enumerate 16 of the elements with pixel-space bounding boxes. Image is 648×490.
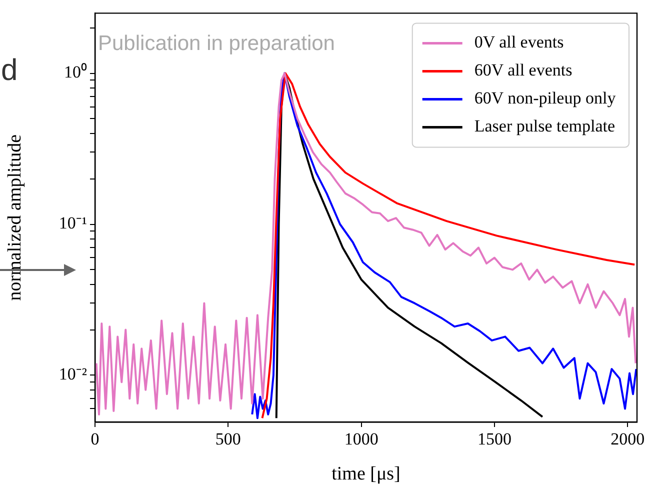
y-tick-label: 10⁻¹: [58, 214, 87, 233]
annotation: Publication in preparation: [98, 32, 335, 55]
legend-label: Laser pulse template: [474, 116, 616, 136]
legend-label: 60V all events: [474, 60, 572, 80]
y-tick-label: 10⁻²: [58, 364, 87, 384]
x-tick-label: 0: [90, 430, 100, 449]
x-tick-label: 2000: [610, 430, 645, 449]
y-axis-title: normalized amplitude: [4, 134, 26, 301]
x-tick-label: 1000: [344, 430, 378, 449]
x-tick-label: 500: [215, 430, 241, 449]
legend-label: 60V non-pileup only: [474, 88, 616, 108]
x-axis-title: time [μs]: [332, 464, 400, 485]
y-tick-label: 10⁰: [64, 62, 87, 82]
text: d: [1, 54, 18, 87]
x-tick-label: 1500: [478, 430, 512, 449]
legend-label: 0V all events: [474, 32, 564, 52]
